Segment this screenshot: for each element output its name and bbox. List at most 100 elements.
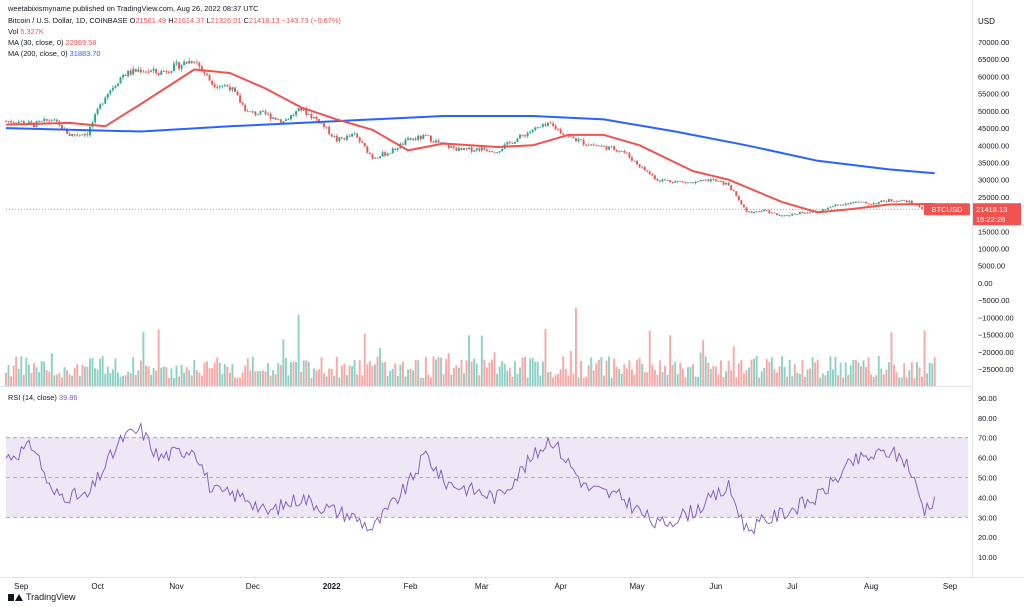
candle-body	[386, 153, 389, 156]
candle-body	[419, 135, 422, 140]
time-axis-label: Sep	[943, 582, 958, 591]
candle-body	[101, 103, 104, 105]
volume-bar	[407, 369, 409, 386]
volume-bar	[66, 370, 69, 386]
volume-bar	[867, 357, 870, 386]
candle-body	[333, 136, 336, 137]
volume-bar	[211, 368, 214, 386]
volume-bar	[923, 330, 926, 386]
volume-bar	[582, 377, 585, 386]
price-tick-label: −25000.00	[978, 365, 1014, 374]
candle-body	[478, 148, 481, 151]
volume-bar	[870, 374, 873, 386]
candle-body	[231, 87, 234, 91]
candle-body	[582, 140, 585, 145]
candle-body	[175, 62, 178, 64]
candle-body	[834, 204, 837, 207]
volume-bar	[310, 377, 313, 386]
candle-body	[435, 140, 437, 143]
ohlc-high: 21614.37	[173, 16, 205, 25]
rsi-tick-label: 90.00	[978, 394, 997, 403]
volume-bar	[837, 375, 840, 386]
volume-bar	[223, 364, 226, 386]
footer-brand[interactable]: TradingView	[8, 592, 76, 602]
candle-body	[236, 91, 239, 96]
volume-bar	[83, 366, 86, 386]
volume-bar	[323, 373, 326, 386]
volume-bar	[127, 371, 130, 386]
volume-bar	[160, 367, 163, 386]
candle-body	[83, 134, 86, 136]
candle-body	[302, 108, 305, 111]
price-tick-label: −20000.00	[978, 348, 1014, 357]
candle-body	[307, 114, 310, 115]
candle-body	[206, 73, 208, 75]
volume-bar	[854, 359, 857, 386]
candle-body	[338, 137, 341, 142]
candle-body	[615, 149, 618, 152]
candle-body	[218, 86, 221, 88]
candle-body	[66, 128, 69, 134]
volume-bar	[178, 376, 180, 386]
volume-bar	[903, 363, 906, 386]
candle-body	[282, 121, 285, 123]
volume-bar	[147, 366, 150, 386]
volume-bar	[559, 369, 562, 386]
volume-bar	[699, 352, 702, 386]
candle-body	[600, 145, 603, 147]
volume-bar	[811, 357, 814, 386]
volume-bar	[351, 366, 354, 386]
volume-bar	[48, 371, 51, 386]
volume-bar	[435, 359, 437, 386]
volume-bar	[697, 376, 700, 386]
volume-bar	[712, 365, 715, 386]
candle-body	[305, 108, 308, 115]
volume-bar	[834, 356, 837, 386]
candle-body	[849, 203, 852, 205]
volume-bar	[638, 358, 641, 386]
candle-body	[798, 212, 801, 214]
candle-body	[821, 209, 824, 211]
candle-body	[272, 117, 275, 119]
candle-body	[776, 213, 778, 216]
volume-bar	[887, 362, 890, 386]
volume-bar	[513, 361, 516, 386]
volume-bar	[895, 372, 898, 386]
volume-bar	[717, 374, 720, 386]
candle-body	[457, 147, 460, 151]
candle-body	[463, 148, 465, 150]
candle-body	[539, 126, 542, 128]
candle-body	[139, 69, 142, 73]
candle-body	[371, 154, 374, 159]
volume-bar	[689, 366, 692, 386]
volume-bar	[554, 375, 557, 386]
candle-body	[763, 209, 766, 212]
volume-bar	[664, 365, 666, 386]
volume-bar	[686, 367, 689, 386]
volume-bar	[653, 369, 656, 386]
candle-body	[684, 181, 687, 183]
candle-body	[702, 179, 705, 181]
volume-bar	[641, 363, 644, 386]
candle-body	[574, 138, 577, 142]
candle-body	[61, 125, 63, 131]
volume-bar	[35, 367, 38, 386]
volume-bar	[524, 356, 527, 386]
rsi-tick-label: 20.00	[978, 533, 997, 542]
candle-body	[328, 126, 331, 135]
volume-bar	[63, 367, 66, 386]
volume-bar	[422, 377, 425, 386]
rsi-tick-label: 80.00	[978, 414, 997, 423]
candle-body	[501, 148, 504, 152]
volume-bar	[249, 370, 252, 386]
candle-body	[40, 121, 43, 122]
price-tick-label: 40000.00	[978, 141, 1009, 150]
volume-bar	[475, 363, 478, 386]
volume-bar	[760, 371, 763, 386]
candle-body	[859, 201, 862, 203]
rsi-tick-label: 40.00	[978, 493, 997, 502]
volume-bar	[43, 361, 46, 386]
candle-body	[71, 134, 74, 136]
candle-body	[699, 179, 702, 182]
